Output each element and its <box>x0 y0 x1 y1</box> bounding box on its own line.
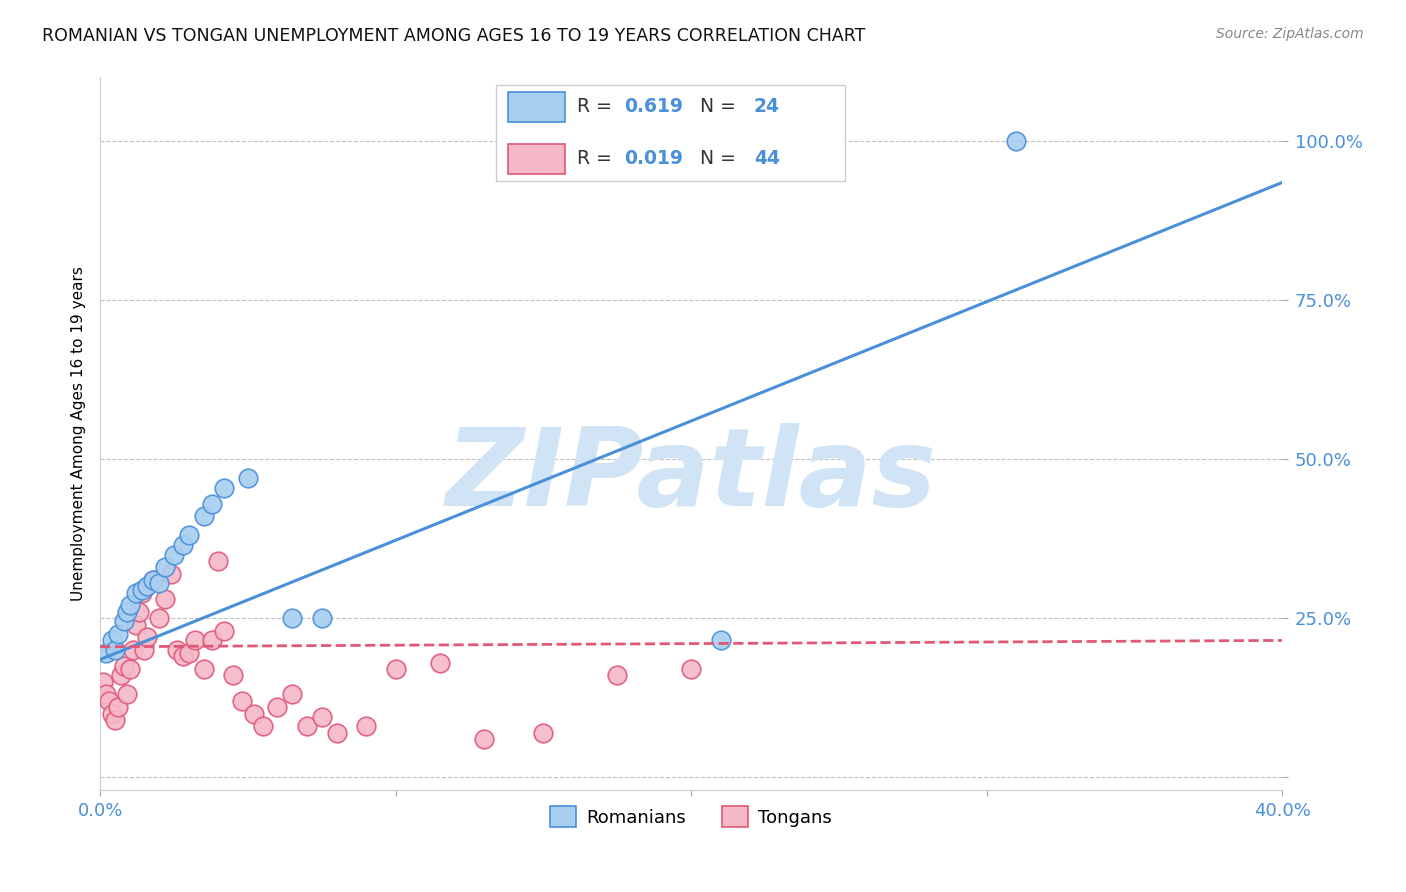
Point <box>131 582 153 597</box>
Point <box>681 662 703 676</box>
Point <box>472 732 495 747</box>
Text: ZIPatlas: ZIPatlas <box>446 424 936 530</box>
Point <box>112 658 135 673</box>
Text: N =: N = <box>688 149 741 169</box>
Point <box>148 611 170 625</box>
Point <box>104 713 127 727</box>
Point <box>243 706 266 721</box>
Text: 0.619: 0.619 <box>624 97 683 116</box>
Point <box>429 656 451 670</box>
FancyBboxPatch shape <box>508 144 565 174</box>
Point <box>128 605 150 619</box>
Point <box>148 576 170 591</box>
Point <box>252 719 274 733</box>
Point <box>131 585 153 599</box>
Point <box>118 599 141 613</box>
Text: R =: R = <box>576 149 617 169</box>
Point <box>118 662 141 676</box>
Point <box>222 668 245 682</box>
Text: 0.019: 0.019 <box>624 149 683 169</box>
Point <box>193 509 215 524</box>
Point <box>325 725 347 739</box>
Text: ROMANIAN VS TONGAN UNEMPLOYMENT AMONG AGES 16 TO 19 YEARS CORRELATION CHART: ROMANIAN VS TONGAN UNEMPLOYMENT AMONG AG… <box>42 27 866 45</box>
Text: 44: 44 <box>754 149 780 169</box>
Point <box>134 643 156 657</box>
Point <box>295 719 318 733</box>
Point <box>193 662 215 676</box>
Point <box>207 554 229 568</box>
Point <box>710 633 733 648</box>
Point <box>101 633 124 648</box>
Point <box>121 643 143 657</box>
FancyBboxPatch shape <box>508 92 565 121</box>
Point <box>101 706 124 721</box>
Point <box>142 573 165 587</box>
Point <box>354 719 377 733</box>
Point <box>124 585 146 599</box>
Point <box>115 605 138 619</box>
Point <box>163 548 186 562</box>
Point <box>160 566 183 581</box>
Point <box>201 633 224 648</box>
Point <box>153 592 176 607</box>
Point <box>266 700 288 714</box>
Point <box>281 611 304 625</box>
Point <box>311 710 333 724</box>
Point <box>112 615 135 629</box>
Point <box>177 646 200 660</box>
Legend: Romanians, Tongans: Romanians, Tongans <box>543 799 839 834</box>
Point <box>1005 134 1028 148</box>
Point <box>115 688 138 702</box>
Point <box>384 662 406 676</box>
FancyBboxPatch shape <box>496 85 845 181</box>
Point <box>533 725 555 739</box>
Text: N =: N = <box>688 97 741 116</box>
Text: 24: 24 <box>754 97 780 116</box>
Point <box>231 694 253 708</box>
Point <box>107 627 129 641</box>
Point <box>94 688 117 702</box>
Point <box>201 497 224 511</box>
Point <box>236 471 259 485</box>
Point <box>136 630 159 644</box>
Y-axis label: Unemployment Among Ages 16 to 19 years: Unemployment Among Ages 16 to 19 years <box>72 266 86 601</box>
Point <box>94 646 117 660</box>
Point <box>107 700 129 714</box>
Point <box>110 668 132 682</box>
Point <box>172 538 194 552</box>
Point <box>153 560 176 574</box>
Point <box>214 624 236 638</box>
Point <box>166 643 188 657</box>
Point <box>311 611 333 625</box>
Point <box>281 688 304 702</box>
Point <box>91 674 114 689</box>
Point <box>177 528 200 542</box>
Point <box>172 649 194 664</box>
Point <box>124 617 146 632</box>
Point <box>606 668 628 682</box>
Point <box>183 633 205 648</box>
Point <box>136 579 159 593</box>
Point <box>214 481 236 495</box>
Point <box>142 573 165 587</box>
Point <box>104 643 127 657</box>
Text: Source: ZipAtlas.com: Source: ZipAtlas.com <box>1216 27 1364 41</box>
Text: R =: R = <box>576 97 617 116</box>
Point <box>98 694 121 708</box>
